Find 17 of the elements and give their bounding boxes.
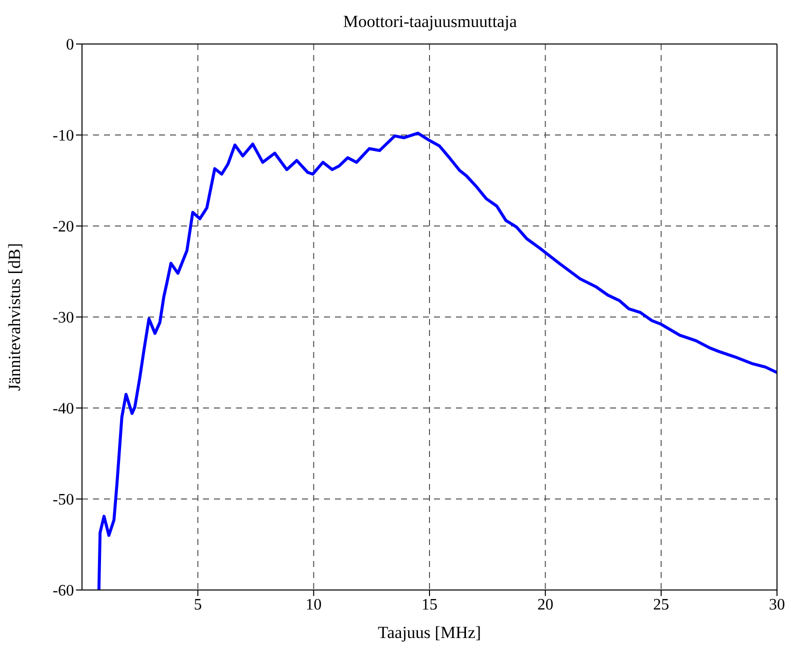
y-tick-label: -50 [52, 492, 74, 509]
x-tick-label: 30 [769, 596, 785, 614]
x-tick-label: 15 [422, 596, 438, 614]
y-tick-label: -30 [52, 310, 74, 327]
y-tick-label: -10 [52, 128, 74, 145]
x-tick-label: 20 [537, 596, 554, 614]
y-tick-label: -40 [52, 400, 74, 418]
line-series [97, 132, 777, 590]
x-axis-title: Taajuus [MHz] [378, 623, 482, 642]
y-tick-label: 0 [66, 36, 74, 54]
x-tick-label: 5 [194, 596, 202, 614]
x-tick-label: 25 [653, 596, 670, 614]
y-tick-label: -60 [52, 582, 74, 600]
y-axis-title: Jännitevahvistus [dB] [5, 243, 24, 391]
x-tick-label: 10 [306, 596, 322, 614]
chart-title: Moottori-taajuusmuuttaja [342, 12, 518, 32]
y-tick-label: -20 [52, 218, 74, 236]
